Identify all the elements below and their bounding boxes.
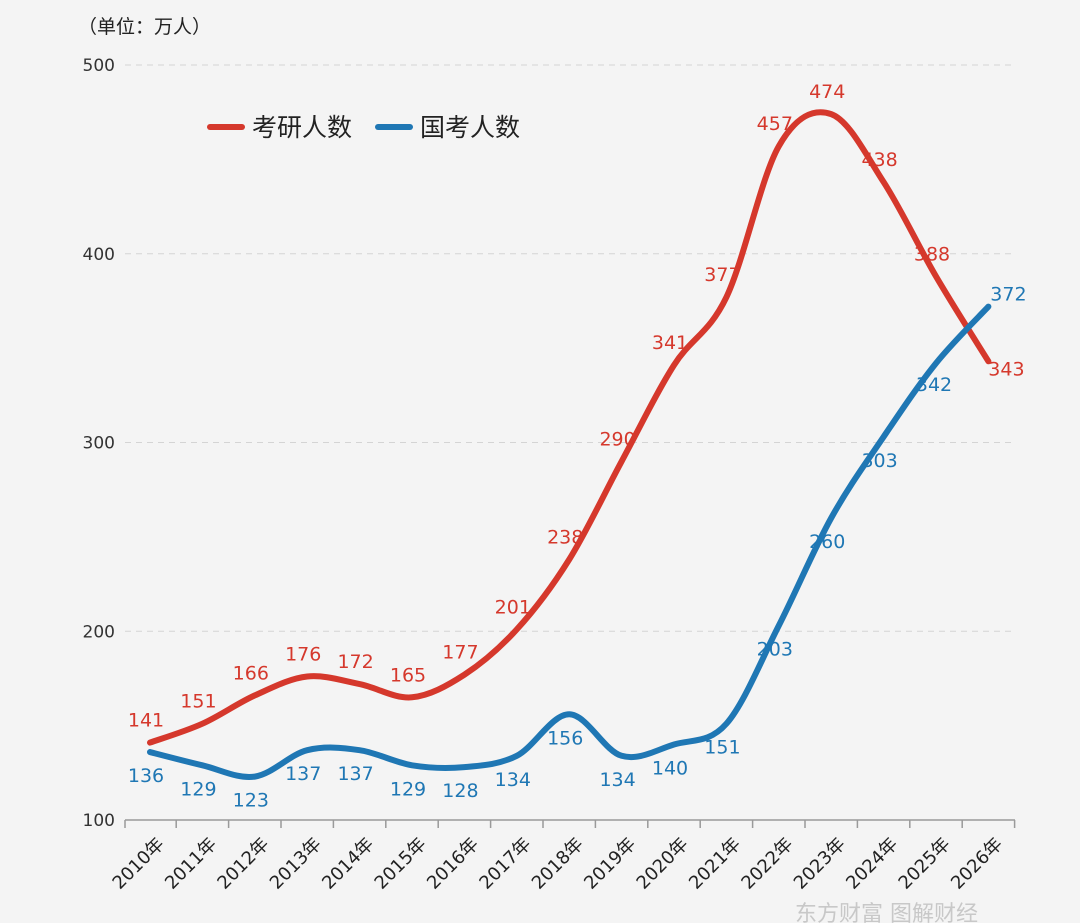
x-tick-label: 2026年 (947, 834, 1007, 894)
data-label-kaoyan: 166 (233, 662, 269, 684)
series-line-kaoyan (147, 109, 992, 746)
data-label-guokao: 123 (233, 790, 269, 812)
data-label-kaoyan: 457 (757, 113, 793, 135)
data-label-kaoyan: 388 (914, 243, 950, 265)
data-label-kaoyan: 290 (599, 428, 635, 450)
x-tick-label: 2015年 (371, 834, 431, 894)
x-tick-label: 2017年 (475, 834, 535, 894)
data-label-guokao: 136 (128, 765, 164, 787)
y-tick-label: 100 (83, 811, 115, 831)
y-tick-label: 200 (83, 622, 115, 642)
data-label-guokao: 134 (495, 769, 531, 791)
data-label-kaoyan: 377 (704, 264, 740, 286)
y-tick-label: 400 (83, 245, 115, 265)
data-label-kaoyan: 474 (809, 81, 845, 103)
data-label-kaoyan: 176 (285, 644, 321, 666)
data-label-guokao: 203 (757, 639, 793, 661)
x-tick-label: 2011年 (161, 834, 221, 894)
data-label-guokao: 129 (390, 778, 426, 800)
data-label-kaoyan: 165 (390, 664, 426, 686)
data-label-guokao: 140 (652, 758, 688, 780)
data-label-guokao: 342 (916, 374, 952, 396)
watermark: 东方财富 图解财经 (795, 902, 978, 923)
x-tick-label: 2010年 (109, 834, 169, 894)
x-tick-label: 2025年 (895, 834, 955, 894)
x-tick-label: 2024年 (842, 834, 902, 894)
data-label-kaoyan: 172 (337, 651, 373, 673)
x-tick-label: 2021年 (685, 834, 745, 894)
data-label-kaoyan: 438 (861, 149, 897, 171)
x-tick-label: 2014年 (318, 834, 378, 894)
data-label-guokao: 134 (599, 769, 635, 791)
data-label-guokao: 260 (809, 531, 845, 553)
series-lines (147, 109, 992, 780)
y-tick-label: 300 (83, 434, 115, 454)
x-tick-label: 2016年 (423, 834, 483, 894)
legend: 考研人数 国考人数 (207, 113, 520, 142)
data-labels: 141 151 166 176 172 165 177 201 238 290 341 377 457 4… (128, 81, 1027, 812)
x-tick-label: 2018年 (528, 834, 588, 894)
data-label-kaoyan: 341 (652, 332, 688, 354)
series-line-guokao (147, 303, 992, 780)
gridlines (125, 64, 1015, 632)
data-label-guokao: 137 (337, 763, 373, 785)
x-tick-label: 2019年 (580, 834, 640, 894)
legend-label-kaoyan: 考研人数 (252, 113, 352, 142)
data-label-kaoyan: 201 (495, 596, 531, 618)
data-label-kaoyan: 151 (180, 691, 216, 713)
unit-label: （单位：万人） (78, 16, 211, 38)
x-axis: 2010年2011年2012年2013年2014年2015年2016年2017年… (109, 819, 1016, 894)
x-tick-label: 2023年 (790, 834, 850, 894)
data-label-guokao: 151 (704, 737, 740, 759)
data-label-guokao: 372 (990, 284, 1026, 306)
data-label-guokao: 137 (285, 763, 321, 785)
data-label-kaoyan: 238 (547, 527, 583, 549)
y-tick-label: 500 (83, 56, 115, 76)
data-label-kaoyan: 141 (128, 710, 164, 732)
x-tick-label: 2022年 (737, 834, 797, 894)
x-tick-label: 2013年 (266, 834, 326, 894)
data-label-guokao: 128 (442, 780, 478, 802)
data-label-kaoyan: 343 (988, 358, 1024, 380)
data-label-guokao: 129 (180, 778, 216, 800)
y-axis-ticks: 100 200 300 400 500 (83, 56, 115, 831)
x-tick-label: 2020年 (633, 834, 693, 894)
data-label-kaoyan: 177 (442, 642, 478, 664)
legend-label-guokao: 国考人数 (420, 113, 520, 142)
data-label-guokao: 156 (547, 727, 583, 749)
x-tick-label: 2012年 (213, 834, 273, 894)
data-label-guokao: 303 (861, 450, 897, 472)
